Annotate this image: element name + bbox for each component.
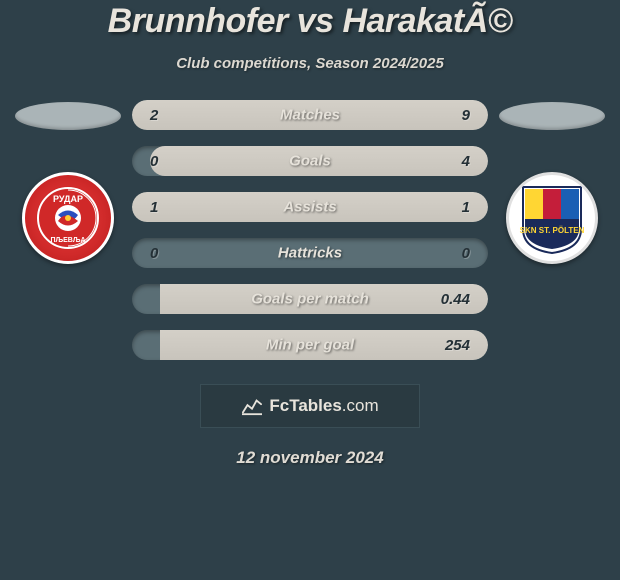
right-side: SKN ST. PÖLTEN — [492, 100, 612, 264]
svg-text:РУДАР: РУДАР — [53, 194, 83, 204]
stat-right-value: 0.44 — [441, 291, 470, 308]
stat-label: Min per goal — [266, 337, 354, 354]
brand-logo[interactable]: FcTables.com — [200, 384, 420, 428]
subtitle: Club competitions, Season 2024/2025 — [176, 55, 444, 72]
rudar-crest-icon: РУДАР ПЉЕВЉА — [34, 184, 102, 252]
stat-right-value: 254 — [445, 337, 470, 354]
stat-label: Matches — [280, 107, 340, 124]
st-poelten-crest-icon: SKN ST. PÖLTEN — [515, 181, 589, 255]
stat-row: 0 Goals 4 — [132, 146, 488, 176]
stat-left-value: 1 — [150, 199, 158, 216]
stats-column: 2 Matches 9 0 Goals 4 1 Assists 1 0 Hattricks 0 Goal… — [132, 100, 488, 360]
brand-text: FcTables.com — [269, 396, 378, 416]
stat-bar-right — [196, 100, 488, 130]
svg-text:ПЉЕВЉА: ПЉЕВЉА — [50, 237, 85, 244]
stat-right-value: 0 — [462, 245, 470, 262]
left-club-badge: РУДАР ПЉЕВЉА — [22, 172, 114, 264]
stat-row: Goals per match 0.44 — [132, 284, 488, 314]
main-row: РУДАР ПЉЕВЉА 2 Matches 9 0 Goals 4 1 Assists 1 0 H… — [8, 100, 612, 360]
stat-row: 2 Matches 9 — [132, 100, 488, 130]
stat-left-value: 0 — [150, 153, 158, 170]
stat-right-value: 9 — [462, 107, 470, 124]
stat-label: Assists — [283, 199, 336, 216]
player-silhouette-right — [499, 102, 605, 130]
fctables-icon — [241, 396, 263, 416]
stat-row: Min per goal 254 — [132, 330, 488, 360]
stat-row: 0 Hattricks 0 — [132, 238, 488, 268]
left-side: РУДАР ПЉЕВЉА — [8, 100, 128, 264]
date-label: 12 november 2024 — [236, 448, 383, 468]
stat-left-value: 2 — [150, 107, 158, 124]
stat-bar-left — [132, 100, 196, 130]
svg-text:SKN ST. PÖLTEN: SKN ST. PÖLTEN — [520, 226, 585, 235]
page-title: Brunnhofer vs HarakatÃ© — [108, 2, 513, 41]
right-club-badge: SKN ST. PÖLTEN — [506, 172, 598, 264]
stat-row: 1 Assists 1 — [132, 192, 488, 222]
stat-right-value: 1 — [462, 199, 470, 216]
stat-label: Goals per match — [251, 291, 369, 308]
stat-left-value: 0 — [150, 245, 158, 262]
player-silhouette-left — [15, 102, 121, 130]
stat-right-value: 4 — [462, 153, 470, 170]
stat-label: Hattricks — [278, 245, 342, 262]
comparison-card: Brunnhofer vs HarakatÃ© Club competition… — [0, 0, 620, 468]
stat-label: Goals — [289, 153, 331, 170]
